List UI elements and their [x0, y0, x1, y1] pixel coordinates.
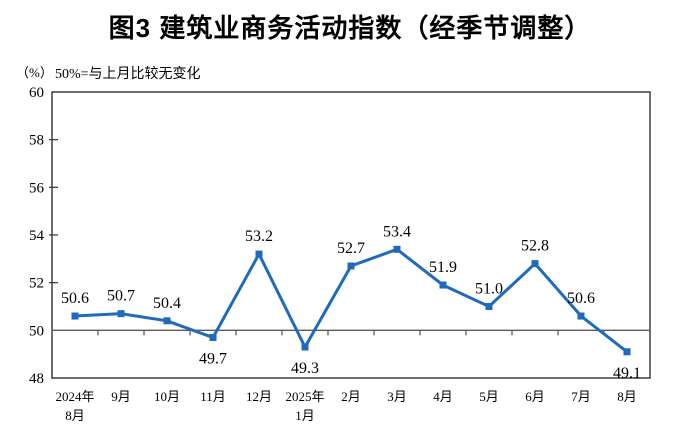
data-value-label: 50.4 [153, 295, 181, 312]
data-point-marker [439, 281, 447, 289]
data-point-marker [255, 250, 263, 258]
data-value-label: 53.2 [245, 228, 273, 245]
y-axis-tick-label: 58 [29, 133, 44, 149]
y-axis-tick-label: 52 [29, 276, 44, 292]
data-value-label: 49.3 [291, 360, 319, 377]
y-axis-tick-label: 50 [29, 323, 44, 339]
y-axis-tick-label: 54 [29, 228, 45, 244]
data-point-marker [209, 333, 217, 341]
x-axis-category-label: 4月 [433, 389, 453, 404]
x-axis-category-label: 7月 [571, 389, 591, 404]
data-point-marker [347, 262, 355, 270]
data-point-marker [623, 348, 631, 356]
x-axis-category-label: 3月 [387, 389, 407, 404]
x-axis-category-label: 12月 [246, 389, 272, 404]
data-point-marker [163, 317, 171, 325]
x-axis-category-label: 11月 [200, 389, 226, 404]
data-value-label: 53.4 [383, 223, 411, 240]
y-axis-tick-label: 60 [29, 85, 44, 101]
data-point-marker [301, 343, 309, 351]
y-axis-tick-label: 56 [29, 180, 45, 196]
x-axis-category-label: 8月 [617, 389, 637, 404]
x-axis-category-label: 5月 [479, 389, 499, 404]
data-value-label: 50.6 [567, 290, 595, 307]
data-point-marker [531, 260, 539, 268]
data-value-label: 52.7 [337, 240, 365, 257]
data-point-marker [393, 245, 401, 253]
data-point-marker [71, 312, 79, 320]
data-value-label: 51.9 [429, 259, 457, 276]
data-value-label: 49.7 [199, 350, 227, 367]
data-point-marker [117, 310, 125, 318]
chart-subtitle: 50%=与上月比较无变化 [55, 67, 201, 82]
chart-title: 图3 建筑业商务活动指数（经季节调整） [108, 13, 592, 43]
data-value-label: 50.7 [107, 288, 135, 305]
x-axis-category-label: 9月 [111, 389, 131, 404]
x-axis-category-label: 2024年 8月 [55, 389, 94, 423]
data-point-marker [485, 303, 493, 310]
data-value-label: 50.6 [61, 290, 89, 307]
plot-frame [51, 91, 651, 379]
x-axis-category-label: 2月 [341, 389, 361, 404]
y-axis-tick-label: 48 [29, 371, 44, 387]
chart-subtitle-row: （%） 50%=与上月比较无变化 [0, 60, 700, 82]
x-axis-category-label: 10月 [154, 389, 180, 404]
data-value-label: 49.1 [613, 365, 641, 382]
data-point-marker [577, 312, 585, 320]
data-value-label: 51.0 [475, 281, 503, 298]
x-axis-category-label: 2025年 1月 [285, 389, 324, 423]
y-axis-unit-label: （%） [16, 65, 53, 80]
x-axis-category-label: 6月 [525, 389, 545, 404]
data-value-label: 52.8 [521, 238, 549, 255]
